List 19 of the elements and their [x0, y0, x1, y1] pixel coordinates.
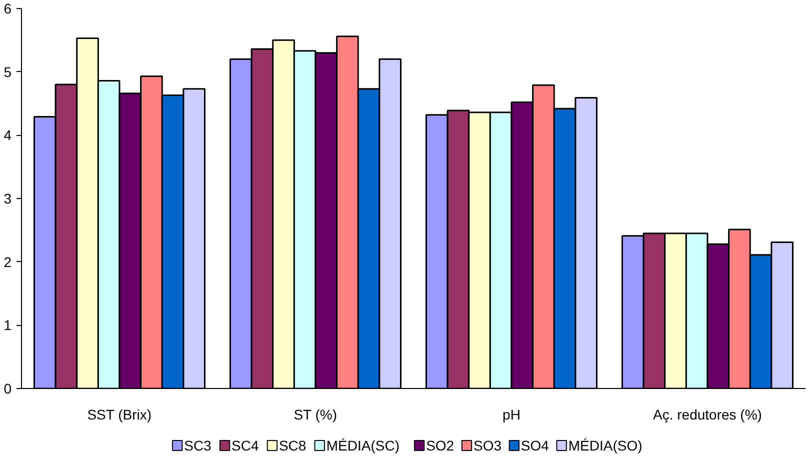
x-tick-label: ST (%): [294, 406, 338, 422]
legend-label: SC8: [278, 438, 306, 454]
y-tick-label: 5: [4, 64, 12, 80]
legend-label: MÉDIA(SC): [326, 438, 400, 454]
y-tick-label: 0: [4, 380, 12, 396]
y-tick-label: 1: [4, 317, 12, 334]
x-tick-label: Aç. redutores (%): [653, 406, 762, 422]
legend-label: SO4: [520, 438, 550, 454]
legend-label: SO3: [474, 438, 502, 454]
y-tick-label: 2: [4, 254, 12, 270]
y-tick-label: 4: [4, 127, 12, 144]
legend-label: SC3: [184, 438, 212, 454]
legend-label: MÉDIA(SO): [568, 438, 642, 454]
y-tick-label: 3: [4, 190, 12, 206]
legend-label: SC4: [232, 438, 259, 454]
legend-label: SO2: [426, 438, 454, 454]
y-tick-label: 6: [4, 0, 12, 16]
x-tick-label: pH: [502, 406, 520, 422]
x-tick-label: SST (Brix): [87, 406, 152, 422]
